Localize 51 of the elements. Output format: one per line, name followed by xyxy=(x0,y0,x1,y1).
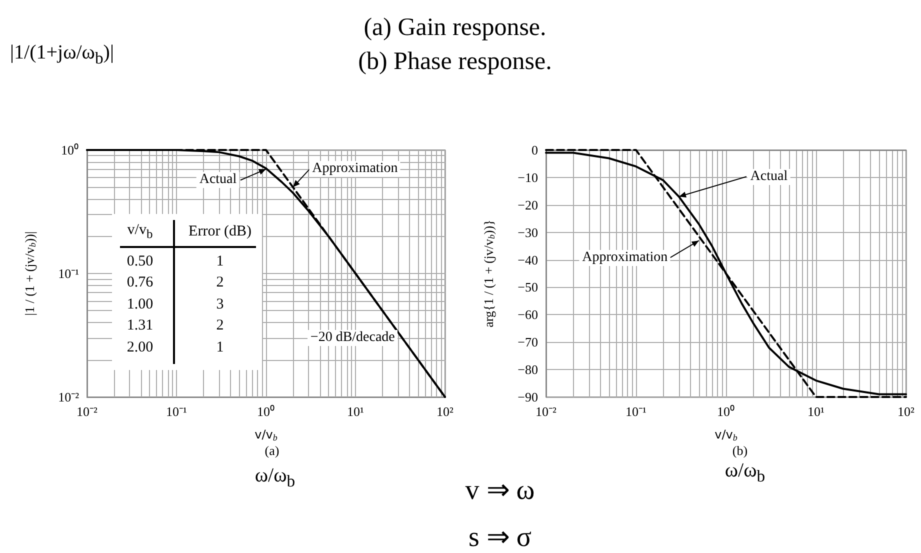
annotation: Actual xyxy=(196,172,240,188)
y-tick-label: −90 xyxy=(518,390,538,404)
y-tick-label: −70 xyxy=(518,334,538,350)
chart-title: (b) Phase response. xyxy=(358,48,552,76)
annotation: −20 dB/decade xyxy=(307,330,398,346)
text: v ⇒ ω xyxy=(465,474,535,507)
y-tick-label: −50 xyxy=(518,280,538,295)
annotation: 1 xyxy=(216,339,224,356)
annotation: Approximation xyxy=(309,161,401,178)
y-tick-label: −40 xyxy=(518,252,538,268)
annotation: 0.76 xyxy=(126,274,154,292)
annotation: Actual xyxy=(747,168,791,185)
x-tick-label: 10¹ xyxy=(808,404,825,419)
text: ω/ω$_{b}$ xyxy=(724,460,766,486)
annotation: 2 xyxy=(216,318,224,334)
annotation: 1.00 xyxy=(126,296,154,313)
x-tick-label: 10⁻¹ xyxy=(626,404,647,419)
annotation: Approximation xyxy=(579,250,671,266)
y-tick-label: −30 xyxy=(518,224,538,240)
x-tick-label: 10¹ xyxy=(347,404,364,419)
annotation: 0.50 xyxy=(126,253,154,270)
annotation: 2 xyxy=(216,274,224,292)
chart-title: (a) Gain response. xyxy=(364,14,546,42)
y-tick-label: 10⁻² xyxy=(58,390,80,404)
y-axis-title: arg{1 / (1 + (jv/vb))} xyxy=(481,220,496,328)
text: (b) xyxy=(732,443,748,459)
y-tick-label: −10 xyxy=(518,170,538,185)
text: s ⇒ σ xyxy=(468,521,532,553)
y-tick-label: −80 xyxy=(518,362,538,378)
y-tick-label: 10⁰ xyxy=(61,142,79,158)
annotation: 2.00 xyxy=(126,339,154,356)
y-tick-label: 10⁻¹ xyxy=(58,266,80,281)
annotation: v/v$_{b}$ xyxy=(127,222,153,242)
annotation: Error (dB) xyxy=(188,224,252,240)
x-tick-label: 10² xyxy=(898,404,915,419)
text: (a) xyxy=(264,443,280,459)
x-tick-label: 10⁻² xyxy=(76,404,98,419)
annotation: 1.31 xyxy=(126,318,154,334)
x-tick-label: 10⁻¹ xyxy=(166,404,188,419)
annotation: 1 xyxy=(216,253,224,270)
y-tick-label: −60 xyxy=(518,307,538,322)
x-tick-label: 10⁰ xyxy=(257,404,275,419)
annotation: 3 xyxy=(216,296,224,313)
y-tick-label: 0 xyxy=(532,142,538,158)
x-tick-label: 10⁰ xyxy=(717,404,735,419)
text: |1/(1+jω/ω$_{b}$)| xyxy=(10,42,114,68)
x-tick-label: 10⁻² xyxy=(536,404,557,419)
x-tick-label: 10² xyxy=(436,404,454,419)
y-tick-label: −20 xyxy=(518,197,538,212)
y-axis-title: |1 / (1 + (jv/vb))| xyxy=(22,231,38,316)
text: ω/ω$_{b}$ xyxy=(254,464,296,492)
